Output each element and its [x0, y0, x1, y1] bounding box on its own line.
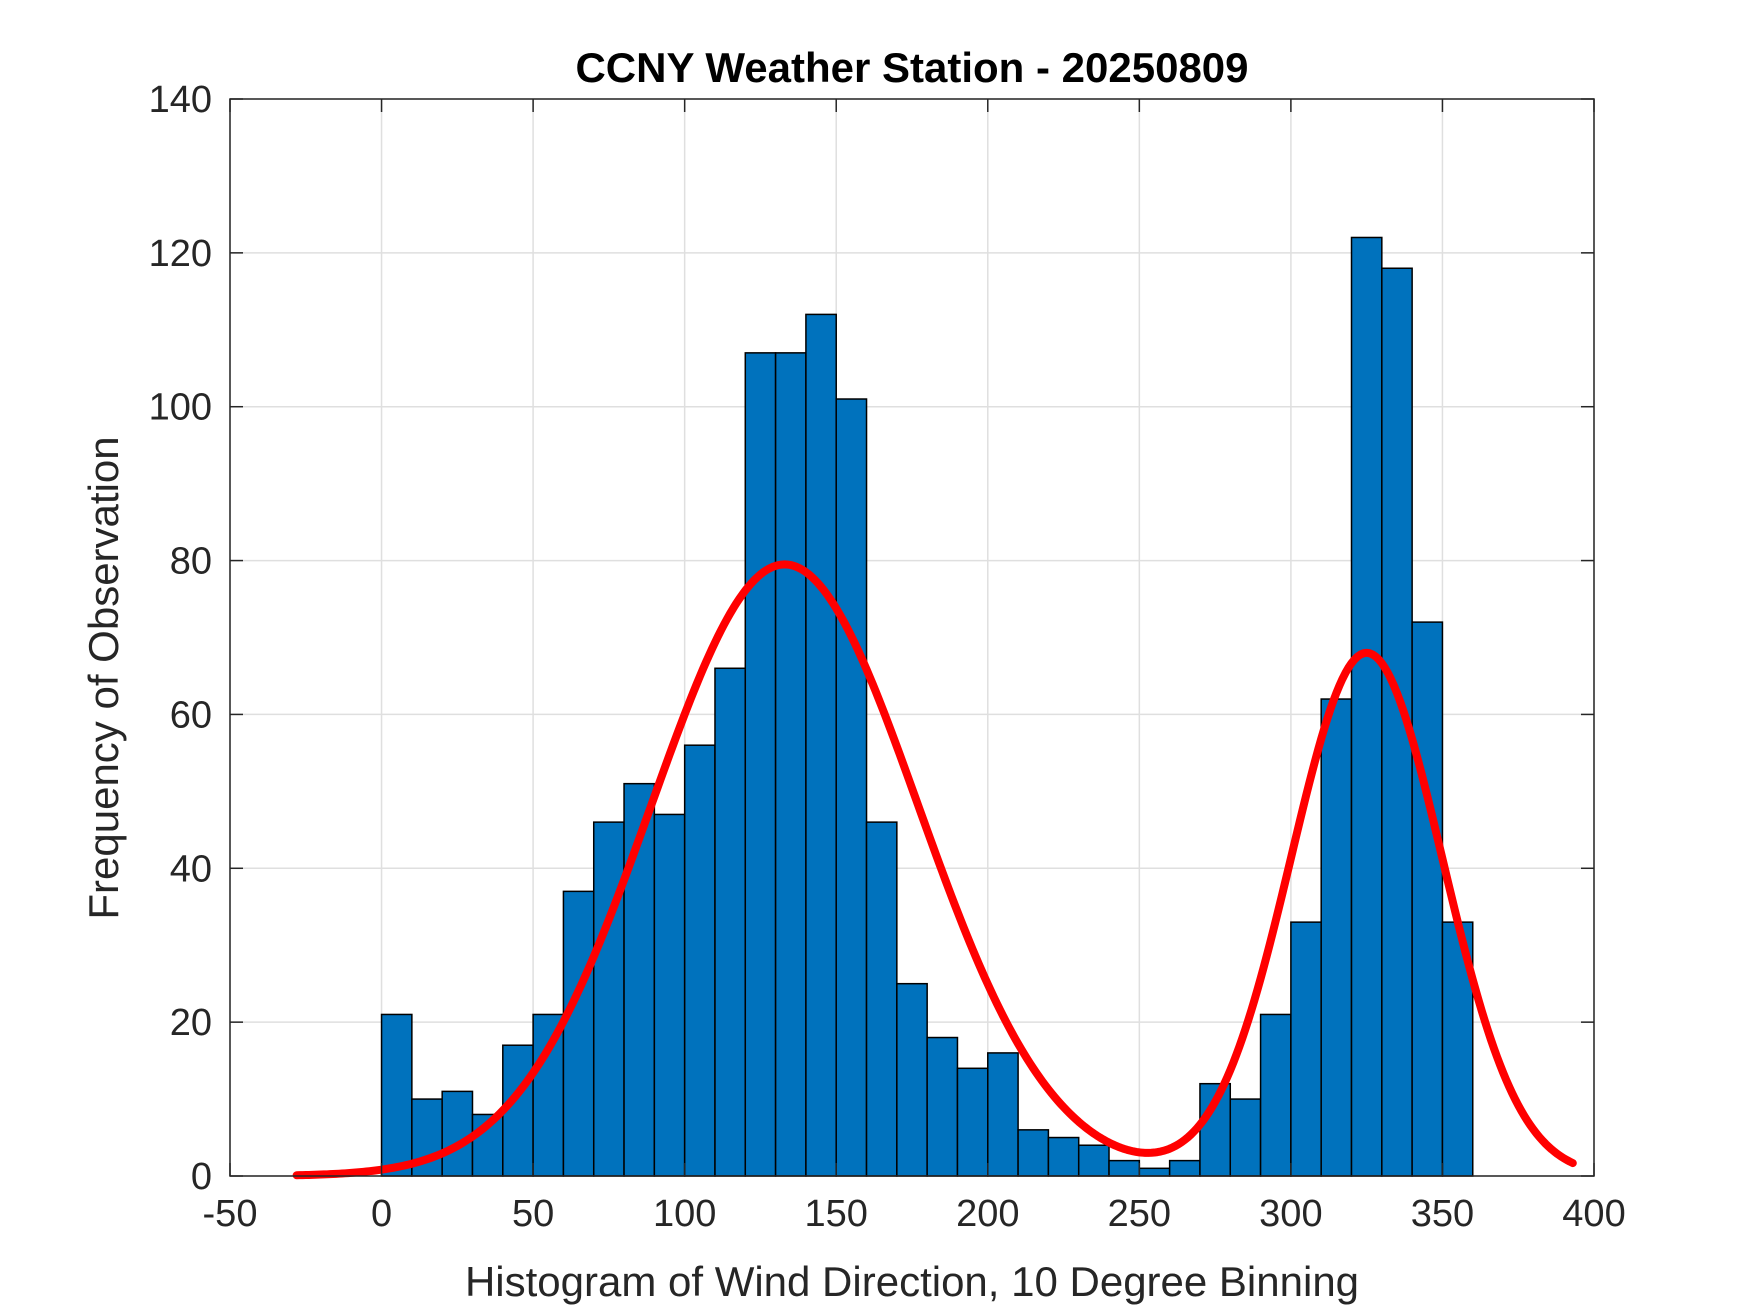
histogram-bar	[683, 744, 716, 1177]
histogram-bar	[956, 1067, 989, 1177]
histogram-bar	[441, 1090, 474, 1177]
histogram-bar	[562, 890, 595, 1177]
histogram-bar	[380, 1013, 413, 1177]
x-tick-label: 0	[371, 1193, 392, 1235]
histogram-bar	[1350, 236, 1383, 1177]
y-tick-label: 80	[170, 541, 212, 583]
axis-ticks	[229, 98, 1595, 1177]
histogram-bar	[865, 821, 898, 1177]
x-tick-label: 100	[653, 1193, 716, 1235]
fit-curve	[292, 560, 1577, 1180]
histogram-bar	[1411, 621, 1444, 1177]
x-tick-label: 250	[1108, 1193, 1171, 1235]
histogram-bar	[714, 667, 747, 1177]
y-tick-label: 140	[149, 79, 212, 121]
histogram-bar	[1108, 1159, 1141, 1177]
x-tick-labels: -50 0 50 100 150 200 250 300 350 400	[203, 1193, 1626, 1235]
histogram-bar	[1168, 1159, 1201, 1177]
histogram-bar	[926, 1036, 959, 1177]
histogram-bars	[380, 236, 1474, 1177]
histogram-bar	[1229, 1098, 1262, 1177]
histogram-bar	[1017, 1129, 1050, 1177]
histogram-bar	[1138, 1167, 1171, 1177]
y-tick-label: 0	[191, 1156, 212, 1198]
x-tick-label: 50	[512, 1193, 554, 1235]
x-tick-label: 200	[956, 1193, 1019, 1235]
histogram-bar	[1047, 1136, 1080, 1177]
y-tick-labels: 0 20 40 60 80 100 120 140	[149, 79, 212, 1198]
x-tick-label: 300	[1259, 1193, 1322, 1235]
x-tick-label: 150	[805, 1193, 868, 1235]
histogram-bar	[653, 813, 686, 1177]
x-tick-label: 350	[1411, 1193, 1474, 1235]
x-axis-label: Histogram of Wind Direction, 10 Degree B…	[465, 1258, 1359, 1305]
x-tick-label: 400	[1562, 1193, 1625, 1235]
histogram-bar	[1290, 921, 1322, 1177]
histogram-bar	[805, 313, 837, 1177]
histogram-bar	[532, 1013, 565, 1177]
y-tick-label: 100	[149, 387, 212, 429]
histogram-bar	[987, 1052, 1019, 1177]
histogram-bar	[744, 352, 777, 1177]
histogram-bar	[1259, 1013, 1292, 1177]
histogram-bar	[592, 821, 625, 1177]
y-tick-label: 40	[170, 848, 212, 890]
chart-title: CCNY Weather Station - 20250809	[575, 44, 1248, 91]
y-tick-label: 60	[170, 694, 212, 736]
axes-box	[229, 98, 1595, 1177]
histogram-bar	[774, 352, 807, 1177]
x-tick-label: -50	[203, 1193, 258, 1235]
histogram-bar	[1077, 1144, 1110, 1177]
histogram-bar	[1320, 698, 1353, 1177]
y-tick-label: 20	[170, 1002, 212, 1044]
y-tick-label: 120	[149, 233, 212, 275]
y-axis-label: Frequency of Observation	[80, 436, 127, 919]
histogram-bar	[835, 398, 868, 1177]
histogram-bar	[896, 982, 928, 1177]
